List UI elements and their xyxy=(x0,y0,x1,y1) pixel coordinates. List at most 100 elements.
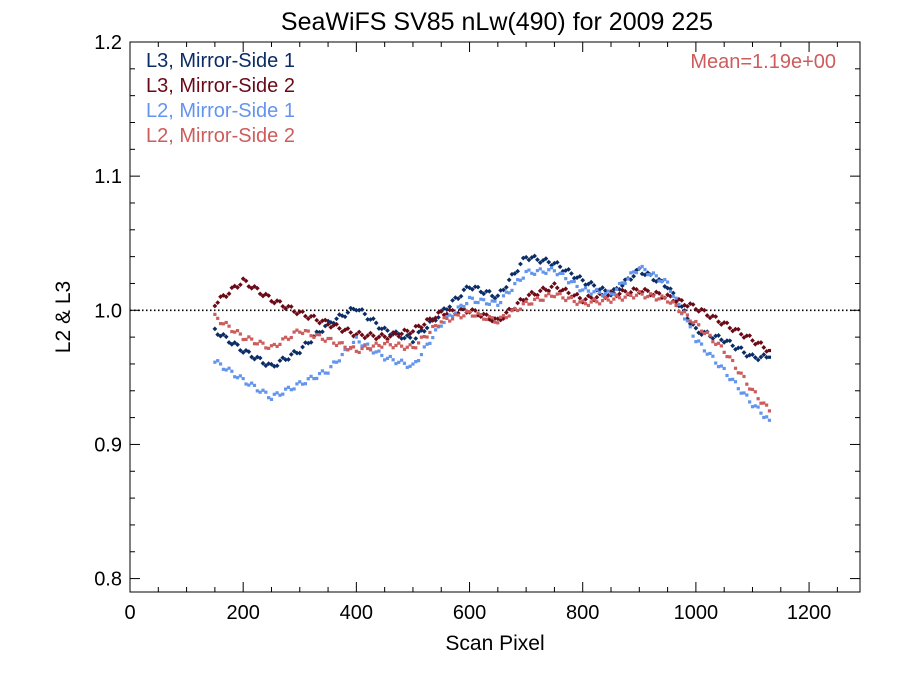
data-point xyxy=(413,323,419,329)
data-point xyxy=(428,341,432,345)
data-point xyxy=(516,308,520,313)
data-point xyxy=(537,260,543,266)
series-2 xyxy=(212,276,772,354)
data-point xyxy=(741,350,747,355)
data-point xyxy=(649,273,653,277)
data-point xyxy=(397,341,401,345)
data-point xyxy=(227,366,231,370)
data-point xyxy=(417,359,421,363)
data-point xyxy=(284,335,288,339)
series-3 xyxy=(213,264,772,422)
data-point xyxy=(595,300,599,304)
data-point xyxy=(368,348,373,352)
data-point xyxy=(419,352,424,357)
data-point xyxy=(569,295,573,299)
data-point xyxy=(461,287,467,293)
data-point xyxy=(750,338,755,343)
data-point xyxy=(564,298,568,303)
data-point xyxy=(312,376,316,381)
data-point xyxy=(442,316,446,320)
data-point xyxy=(438,309,444,314)
data-point xyxy=(632,270,636,274)
data-point xyxy=(538,298,542,302)
data-point xyxy=(444,311,450,317)
data-point xyxy=(586,289,590,293)
data-point xyxy=(220,331,226,337)
data-point xyxy=(577,295,583,301)
data-point xyxy=(501,316,506,321)
data-point xyxy=(526,257,532,263)
data-point xyxy=(413,336,419,341)
data-point xyxy=(360,344,364,348)
data-point xyxy=(733,366,738,370)
data-point xyxy=(430,318,436,323)
data-point xyxy=(735,326,741,332)
data-point xyxy=(464,284,470,290)
data-point xyxy=(317,371,322,376)
x-tick-label: 200 xyxy=(226,602,259,624)
data-point xyxy=(424,316,430,322)
data-point xyxy=(619,287,625,293)
data-point xyxy=(682,317,687,321)
data-point xyxy=(606,289,610,293)
data-point xyxy=(470,314,474,318)
data-point xyxy=(498,288,504,293)
data-point xyxy=(629,293,633,297)
data-point xyxy=(272,342,276,347)
data-point xyxy=(710,336,716,341)
data-point xyxy=(445,314,449,319)
data-point xyxy=(688,325,692,329)
data-point xyxy=(501,314,506,318)
data-point xyxy=(665,300,670,304)
data-point xyxy=(374,341,378,345)
data-point xyxy=(232,283,238,289)
data-point xyxy=(393,331,399,337)
data-point xyxy=(342,314,348,320)
data-point xyxy=(281,337,285,341)
data-point xyxy=(224,320,228,325)
data-point xyxy=(286,303,291,309)
data-point xyxy=(345,326,351,331)
data-point xyxy=(496,303,500,307)
legend: L3, Mirror-Side 1 L3, Mirror-Side 2 L2, Mi… xyxy=(146,50,295,147)
y-tick-label: 0.9 xyxy=(94,434,122,456)
data-point xyxy=(643,296,647,300)
data-point xyxy=(690,302,696,307)
data-point xyxy=(431,324,435,329)
data-point xyxy=(414,346,418,350)
data-point xyxy=(306,377,310,381)
data-point xyxy=(343,345,347,349)
data-point xyxy=(708,351,712,356)
x-tick-label: 800 xyxy=(566,602,599,624)
data-point xyxy=(314,317,320,323)
data-point xyxy=(439,320,443,324)
data-point xyxy=(453,312,457,317)
data-point xyxy=(473,300,477,305)
data-point xyxy=(747,333,753,339)
data-point xyxy=(275,391,279,395)
data-point xyxy=(419,325,424,331)
data-point xyxy=(724,338,730,344)
data-point xyxy=(484,317,489,322)
data-point xyxy=(424,325,430,331)
data-point xyxy=(674,303,678,308)
data-point xyxy=(600,299,605,303)
data-point xyxy=(465,309,469,314)
data-point xyxy=(357,350,361,355)
data-point xyxy=(537,288,543,294)
data-point xyxy=(586,303,590,308)
data-point xyxy=(738,331,744,337)
data-point xyxy=(244,382,248,386)
x-tick-label: 1000 xyxy=(674,602,719,624)
data-point xyxy=(370,316,376,322)
data-point xyxy=(518,278,523,282)
data-point xyxy=(555,292,559,296)
data-point xyxy=(600,294,605,298)
data-point xyxy=(530,302,534,306)
data-point xyxy=(260,360,266,366)
data-point xyxy=(373,336,379,342)
data-point xyxy=(269,344,274,348)
data-point xyxy=(407,331,413,336)
data-point xyxy=(733,326,738,332)
data-point xyxy=(240,276,246,282)
